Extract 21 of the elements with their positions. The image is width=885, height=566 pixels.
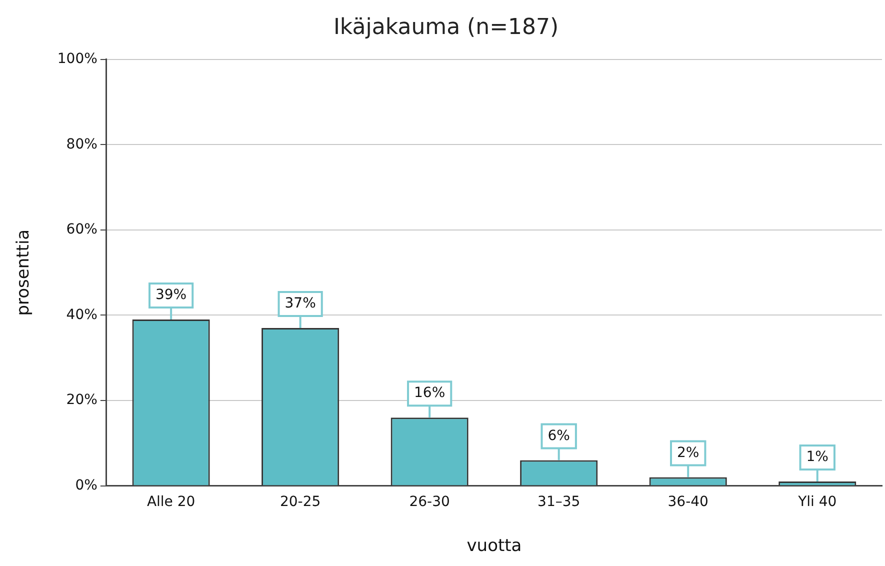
x-tick-label: 36-40 (668, 494, 708, 510)
data-label: 1% (806, 449, 828, 466)
data-label: 39% (155, 287, 187, 304)
y-tick-label: 80% (66, 136, 98, 152)
x-tick-label: 20-25 (280, 494, 321, 510)
data-label: 16% (414, 385, 446, 402)
y-tick-label: 100% (57, 51, 98, 68)
x-tick-label: Yli 40 (797, 494, 837, 510)
data-label: 6% (548, 428, 570, 444)
y-tick-label: 40% (66, 306, 98, 323)
y-tick-label: 0% (75, 477, 98, 494)
data-label: 2% (676, 444, 700, 461)
x-tick-label: 31–35 (538, 494, 580, 510)
y-tick-label: 20% (66, 392, 98, 408)
x-tick-label: 26-30 (409, 494, 450, 510)
x-axis-title: vuotta (466, 536, 522, 556)
data-label: 37% (284, 296, 316, 312)
y-axis-title: prosenttia (14, 229, 34, 316)
chart-title: Ikäjakauma (n=187) (333, 14, 559, 40)
y-tick-label: 60% (66, 222, 98, 238)
x-tick-label: Alle 20 (146, 494, 196, 510)
